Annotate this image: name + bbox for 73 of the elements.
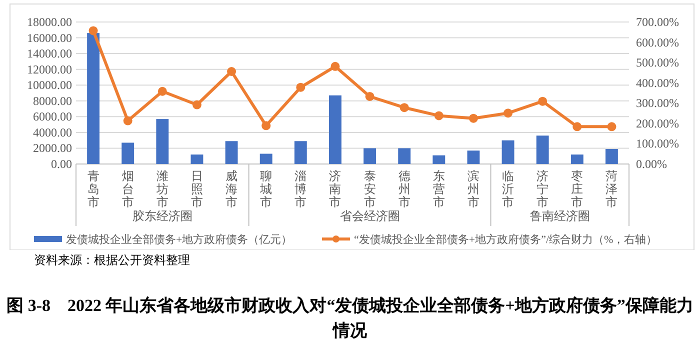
y-tick-label: 18000.00 [27,15,72,29]
y2-tick-label: 500.00% [636,56,679,70]
point [192,100,202,110]
point [434,111,444,120]
y-tick-label: 8000.00 [33,94,72,108]
bar [536,136,549,164]
bar [122,142,134,164]
x-tick-label: 滨州市 [467,169,480,209]
point [607,122,616,132]
x-tick-label: 泰安市 [364,169,376,209]
point [538,96,548,106]
point [158,86,167,96]
bar [432,155,446,164]
x-tick-label: 临沂市 [502,169,514,209]
text: 省会经济圈 [340,209,400,223]
y-tick-label: 12000.00 [27,62,72,76]
y2-tick-label: 300.00% [636,96,679,110]
bar [260,154,272,164]
y2-tick-label: 700.00% [636,15,679,29]
bar [87,33,100,164]
bar [364,148,376,164]
text: 胶东经济圈 [132,209,192,223]
y2-tick-label: 200.00% [636,116,679,130]
x-tick-label: 菏泽市 [606,169,618,209]
bar [570,154,584,164]
x-tick-label: 淄博市 [294,169,307,209]
legend-label: “发债城投企业全部债务+地方政府债务”/综合财力（%，右轴） [354,233,658,246]
point [123,116,132,126]
point [227,66,236,76]
point [468,114,478,123]
text: 鲁南经济圈 [530,209,590,223]
text: 资料来源：根据公开资料整理 [34,252,190,269]
text: 图 3-8 2022 年山东省各地级市财政收入对“发债城投企业全部债务+地方政府债务”保障能力情况 [6,295,694,342]
point [330,62,340,71]
point [365,92,374,101]
x-tick-label: 威海市 [226,169,238,209]
legend-label: 发债城投企业全部债务+地方政府债务（亿元） [66,233,292,246]
y2-tick-label: 600.00% [636,35,679,50]
x-tick-label: 济南市 [329,169,342,209]
bar [328,95,342,164]
bar [398,148,411,164]
point [88,26,98,36]
point [262,121,271,130]
point [504,108,513,118]
x-tick-label: 日照市 [190,169,203,209]
x-tick-label: 济宁市 [536,169,549,209]
point [400,103,409,112]
bar [467,150,480,164]
y2-tick-label: 100.00% [636,136,679,151]
x-tick-label: 东营市 [432,169,445,209]
point [296,82,306,92]
bar [502,140,514,164]
y-tick-label: 10000.00 [27,78,72,92]
y-tick-label: 4000.00 [33,125,72,140]
point [572,122,582,132]
y-tick-label: 14000.00 [27,46,72,61]
y-tick-label: 16000.00 [27,30,72,45]
x-tick-label: 聊城市 [259,169,272,209]
x-tick-label: 枣庄市 [571,169,584,209]
bar [605,149,618,164]
x-tick-label: 德州市 [398,169,410,209]
bar [190,154,204,164]
x-tick-label: 烟台市 [122,169,134,209]
y-tick-label: 0.00 [51,157,72,171]
x-tick-label: 青岛市 [87,169,100,209]
x-tick-label: 潍坊市 [155,169,168,209]
y2-tick-label: 0.00% [636,157,667,171]
bar [294,141,307,164]
bar [225,141,238,164]
y2-tick-label: 400.00% [636,76,679,90]
y-tick-label: 2000.00 [33,141,72,156]
bar [156,119,169,164]
y-tick-label: 6000.00 [33,110,72,124]
